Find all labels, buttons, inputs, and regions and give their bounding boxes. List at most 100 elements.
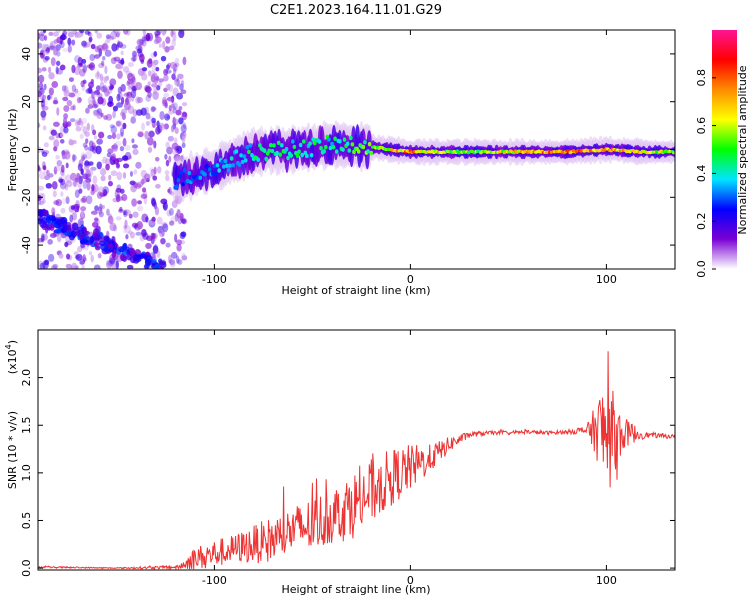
noise-speckle — [92, 175, 98, 185]
noise-speckle — [46, 169, 50, 177]
noise-speckle — [173, 137, 178, 144]
noise-speckle — [68, 92, 76, 98]
diagonal-trace-cell — [56, 219, 64, 227]
noise-speckle — [135, 231, 142, 236]
noise-speckle — [140, 178, 147, 185]
noise-speckle — [67, 30, 74, 36]
noise-speckle — [106, 152, 112, 158]
diagonal-trace-cell — [156, 271, 161, 276]
noise-speckle — [136, 48, 143, 54]
noise-speckle — [147, 91, 152, 98]
noise-speckle — [169, 258, 175, 266]
noise-speckle — [171, 39, 177, 48]
diagonal-trace-cell — [99, 240, 107, 247]
noise-speckle — [146, 137, 154, 146]
noise-speckle — [88, 62, 96, 71]
noise-speckle — [90, 166, 97, 171]
noise-speckle — [120, 96, 125, 105]
noise-speckle — [62, 96, 69, 102]
noise-speckle — [181, 255, 188, 261]
snr-y-axis-label: SNR (10 * v/v) — [6, 411, 19, 489]
noise-speckle — [95, 145, 102, 155]
noise-speckle — [80, 120, 84, 129]
signal-core-cell — [262, 148, 267, 153]
noise-speckle — [59, 64, 66, 71]
noise-speckle — [119, 146, 125, 152]
noise-speckle — [115, 120, 123, 128]
signal-core-cell — [363, 140, 367, 145]
noise-speckle — [179, 30, 185, 35]
diagonal-trace-cell — [81, 239, 89, 244]
noise-speckle — [70, 172, 77, 181]
signal-core-cell — [309, 152, 314, 158]
noise-speckle — [181, 135, 186, 143]
noise-speckle — [70, 39, 76, 46]
noise-speckle — [125, 70, 132, 76]
noise-speckle — [78, 188, 83, 194]
noise-speckle — [136, 181, 144, 188]
noise-speckle — [111, 43, 118, 52]
noise-speckle — [42, 30, 47, 34]
spectrogram-y-tick-label: 40 — [20, 47, 33, 61]
signal-core-cell — [179, 170, 184, 175]
noise-speckle — [167, 62, 172, 68]
noise-speckle — [83, 165, 90, 171]
noise-speckle — [172, 33, 177, 42]
noise-speckle — [150, 106, 156, 113]
noise-speckle — [151, 232, 156, 240]
diagonal-trace-cell — [158, 260, 167, 266]
noise-speckle — [166, 146, 173, 155]
noise-speckle — [154, 156, 160, 162]
noise-speckle — [79, 133, 84, 140]
noise-speckle — [152, 245, 159, 254]
noise-speckle — [48, 253, 55, 262]
noise-speckle — [75, 253, 83, 261]
noise-speckle — [66, 121, 72, 127]
signal-core-cell — [198, 175, 203, 180]
noise-speckle — [42, 199, 46, 204]
noise-speckle — [115, 194, 121, 203]
noise-speckle — [55, 44, 61, 52]
noise-speckle — [82, 142, 88, 148]
noise-speckle — [182, 56, 187, 66]
noise-speckle — [123, 92, 130, 97]
noise-speckle — [91, 91, 95, 99]
noise-speckle — [96, 32, 103, 39]
noise-speckle — [147, 81, 151, 87]
noise-speckle — [131, 198, 138, 207]
noise-speckle — [146, 59, 153, 68]
diagonal-trace-cell — [121, 250, 128, 256]
noise-speckle — [166, 209, 172, 217]
spectrogram-y-tick-label: 20 — [20, 95, 33, 109]
noise-speckle — [40, 193, 46, 201]
noise-speckle — [148, 220, 156, 226]
noise-speckle — [59, 40, 65, 49]
noise-speckle — [112, 143, 119, 152]
snr-y-tick-label: 1.0 — [20, 464, 33, 482]
noise-speckle — [92, 99, 97, 107]
noise-speckle — [111, 132, 117, 140]
noise-speckle — [44, 175, 50, 181]
noise-speckle — [39, 262, 46, 269]
snr-y-tick-label: 1.5 — [20, 416, 33, 434]
colorbar-tick-label: 0.8 — [695, 69, 708, 87]
noise-speckle — [60, 191, 64, 197]
noise-speckle — [152, 59, 159, 66]
noise-speckle — [42, 233, 48, 241]
signal-core-cell — [212, 164, 217, 169]
noise-speckle — [48, 173, 54, 178]
noise-speckle — [123, 225, 128, 230]
noise-speckle — [122, 30, 129, 35]
colorbar-tick-label: 0.4 — [695, 165, 708, 183]
diagonal-trace-cell — [144, 258, 152, 266]
noise-speckle — [115, 260, 119, 269]
snr-axes: -100 0 100 0.0 0.5 1.0 1.5 2.0 — [20, 330, 675, 587]
noise-speckle — [168, 208, 174, 216]
noise-speckle — [88, 161, 94, 166]
signal-core-cell — [289, 153, 294, 158]
noise-speckle — [41, 67, 47, 72]
diagonal-trace-cell — [71, 222, 79, 231]
signal-core-cell — [278, 152, 283, 157]
noise-speckle — [163, 87, 168, 93]
noise-speckle — [96, 138, 103, 145]
